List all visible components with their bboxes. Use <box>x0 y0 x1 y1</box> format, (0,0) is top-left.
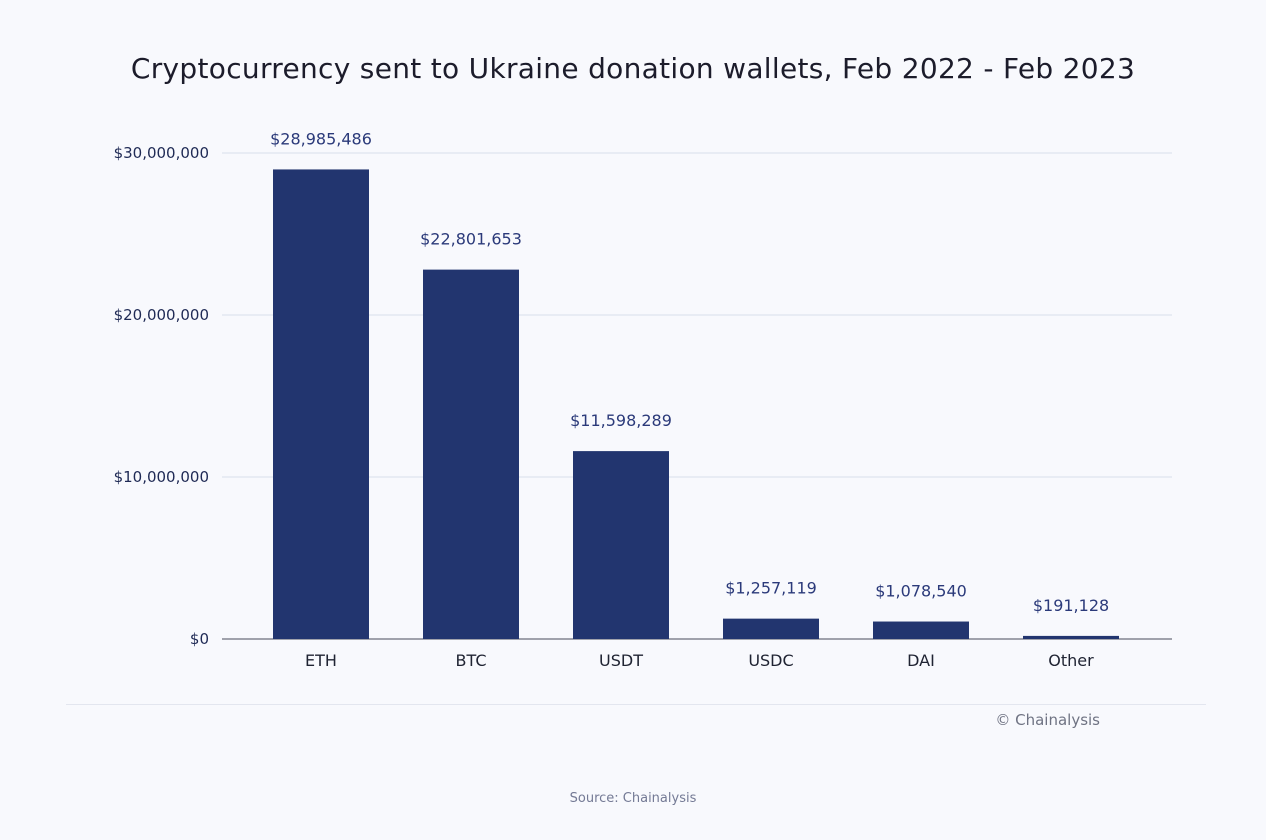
bar-btc <box>423 269 519 639</box>
x-tick-label: DAI <box>907 651 935 670</box>
y-axis-tick-labels: $0 $10,000,000 $20,000,000 $30,000,000 <box>114 144 209 648</box>
x-tick-label: USDC <box>748 651 793 670</box>
data-label: $1,257,119 <box>725 579 817 598</box>
data-label: $1,078,540 <box>875 582 967 601</box>
x-axis-tick-labels: ETH BTC USDT USDC DAI Other <box>305 651 1094 670</box>
bar-other <box>1023 635 1119 639</box>
bar-dai <box>873 621 969 639</box>
bars <box>273 169 1119 639</box>
bar-eth <box>273 169 369 639</box>
data-label: $11,598,289 <box>570 411 672 430</box>
data-label: $191,128 <box>1033 596 1109 615</box>
y-tick-label: $20,000,000 <box>114 306 209 324</box>
y-tick-label: $10,000,000 <box>114 468 209 486</box>
gridlines <box>222 152 1172 640</box>
copyright-notice: © Chainalysis <box>995 711 1100 729</box>
data-labels: $28,985,486 $22,801,653 $11,598,289 $1,257,… <box>270 129 1109 614</box>
source-note: Source: Chainalysis <box>569 791 697 806</box>
x-tick-label: USDT <box>599 651 643 670</box>
bar-usdt <box>573 451 669 639</box>
x-tick-label: ETH <box>305 651 337 670</box>
chart-title: Cryptocurrency sent to Ukraine donation … <box>130 52 1136 85</box>
footer-divider <box>66 704 1206 705</box>
data-label: $22,801,653 <box>420 230 522 249</box>
bar-usdc <box>723 618 819 639</box>
x-tick-label: BTC <box>456 651 487 670</box>
y-tick-label: $0 <box>190 630 209 648</box>
x-tick-label: Other <box>1048 651 1094 670</box>
data-label: $28,985,486 <box>270 129 372 148</box>
y-tick-label: $30,000,000 <box>114 144 209 162</box>
